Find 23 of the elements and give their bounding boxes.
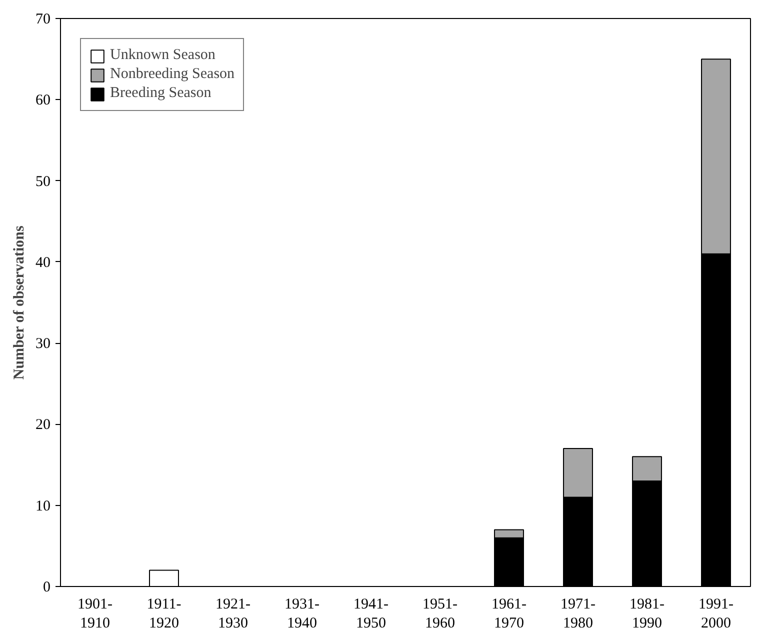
legend-label: Nonbreeding Season xyxy=(110,66,235,83)
x-tick-label: 1961- 1970 xyxy=(492,596,526,632)
y-tick-label: 50 xyxy=(36,174,50,190)
y-tick-label: 0 xyxy=(43,580,50,596)
x-tick-label: 1901- 1910 xyxy=(78,596,112,632)
y-tick-label: 70 xyxy=(36,12,50,28)
x-tick-label: 1951- 1960 xyxy=(422,596,458,632)
x-tick-label: 1981- 1990 xyxy=(630,596,664,632)
x-tick-label: 1971- 1980 xyxy=(560,596,596,632)
legend-label: Unknown Season xyxy=(110,47,216,64)
x-tick-label: 1991- 2000 xyxy=(698,596,734,632)
y-tick-label: 60 xyxy=(36,92,50,109)
legend-label: Breeding Season xyxy=(110,85,212,102)
y-tick-label: 30 xyxy=(36,336,50,352)
x-tick-label: 1931- 1940 xyxy=(284,596,320,632)
y-tick-label: 10 xyxy=(36,498,50,514)
x-tick-label: 1921- 1930 xyxy=(216,596,250,632)
bar xyxy=(149,570,179,586)
x-tick-label: 1911- 1920 xyxy=(146,596,182,632)
y-tick-label: 20 xyxy=(36,417,50,434)
x-tick-label: 1941- 1950 xyxy=(354,596,388,632)
y-tick-label: 40 xyxy=(36,254,50,271)
y-axis-title: Number of observations xyxy=(12,226,28,380)
